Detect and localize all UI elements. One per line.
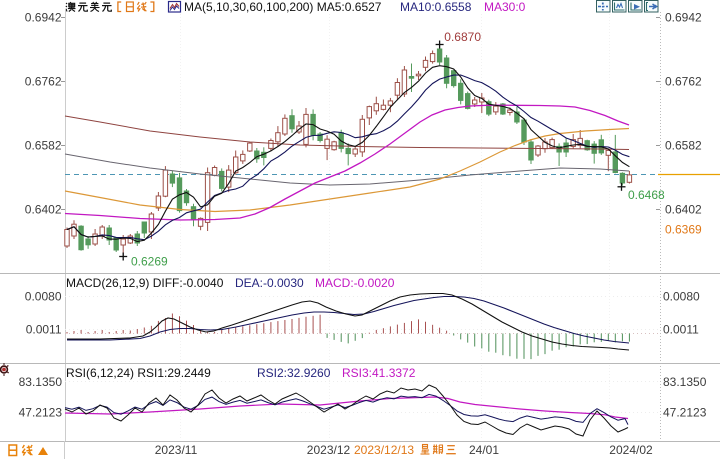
svg-text:0.6468: 0.6468 bbox=[628, 188, 665, 202]
svg-text:MA(5,10,30,60,100,200) MA5:0.6: MA(5,10,30,60,100,200) MA5:0.6527 bbox=[184, 0, 382, 14]
svg-text:DEA:-0.0030: DEA:-0.0030 bbox=[235, 276, 304, 290]
svg-text:0.6762: 0.6762 bbox=[25, 75, 62, 89]
svg-text:0.6762: 0.6762 bbox=[665, 75, 702, 89]
svg-text:0.6402: 0.6402 bbox=[665, 203, 702, 217]
svg-text:0.0011: 0.0011 bbox=[663, 323, 699, 337]
svg-text:0.6942: 0.6942 bbox=[25, 11, 62, 25]
svg-text:0.0011: 0.0011 bbox=[26, 323, 62, 337]
svg-text:2024/02: 2024/02 bbox=[609, 443, 653, 457]
svg-text:0.6369: 0.6369 bbox=[665, 223, 702, 237]
svg-text:0.6269: 0.6269 bbox=[131, 255, 168, 269]
svg-text:2023/11: 2023/11 bbox=[155, 443, 198, 457]
svg-text:0.6582: 0.6582 bbox=[665, 139, 702, 153]
svg-text:RSI(6,12,24) RSI1:29.2449: RSI(6,12,24) RSI1:29.2449 bbox=[66, 366, 211, 380]
svg-text:47.2123: 47.2123 bbox=[663, 405, 707, 419]
svg-text:0.0080: 0.0080 bbox=[663, 290, 700, 304]
svg-text:83.1350: 83.1350 bbox=[19, 375, 63, 389]
svg-text:83.1350: 83.1350 bbox=[663, 375, 707, 389]
svg-text:0.0080: 0.0080 bbox=[25, 290, 62, 304]
svg-text:47.2123: 47.2123 bbox=[19, 405, 63, 419]
svg-text:RSI2:32.9260: RSI2:32.9260 bbox=[257, 366, 331, 380]
svg-text:24/01: 24/01 bbox=[469, 443, 499, 457]
svg-text:RSI3:41.3372: RSI3:41.3372 bbox=[342, 366, 416, 380]
svg-text:2023/12/13: 2023/12/13 bbox=[354, 443, 414, 457]
svg-text:MA30:0: MA30:0 bbox=[484, 0, 526, 14]
svg-text:MACD:-0.0020: MACD:-0.0020 bbox=[315, 276, 395, 290]
svg-text:2023/12: 2023/12 bbox=[307, 443, 351, 457]
svg-text:0.6942: 0.6942 bbox=[665, 11, 702, 25]
svg-text:0.6870: 0.6870 bbox=[444, 30, 481, 44]
svg-text:MA10:0.6558: MA10:0.6558 bbox=[400, 0, 472, 14]
svg-text:MACD(26,12,9) DIFF:-0.0040: MACD(26,12,9) DIFF:-0.0040 bbox=[66, 276, 224, 290]
svg-text:0.6402: 0.6402 bbox=[25, 203, 62, 217]
svg-text:0.6582: 0.6582 bbox=[25, 139, 62, 153]
